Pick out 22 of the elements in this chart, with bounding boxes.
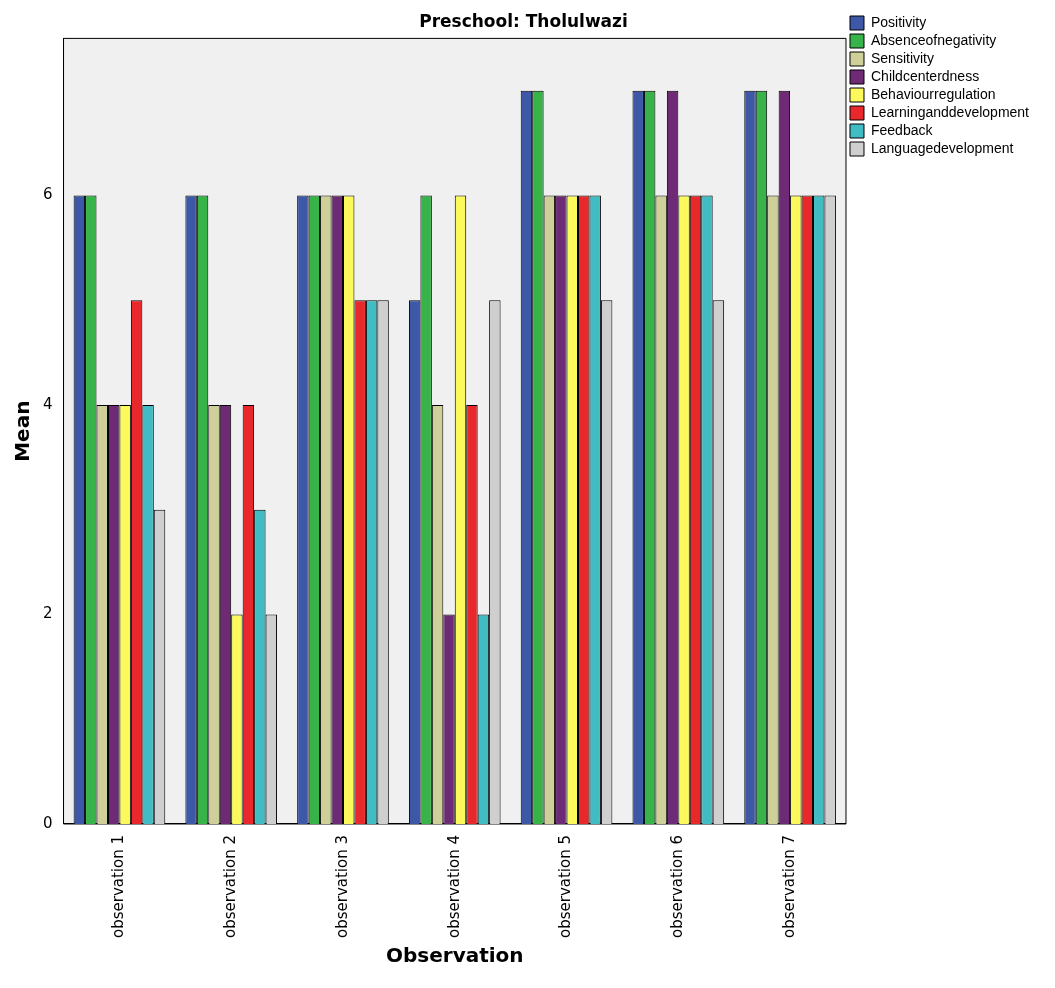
- chart-title: Preschool: Tholulwazi: [419, 10, 628, 31]
- x-tick-label: observation 2: [221, 834, 240, 939]
- x-tick-label: observation 7: [779, 834, 798, 939]
- x-tick-label: observation 5: [556, 834, 575, 939]
- x-tick-label: observation 4: [444, 834, 463, 939]
- y-tick-label: 6: [43, 185, 53, 204]
- legend-label: Behaviourregulation: [870, 85, 996, 102]
- y-tick-label: 0: [43, 813, 53, 832]
- y-tick-label: 2: [43, 604, 53, 623]
- y-tick-label: 4: [43, 394, 53, 413]
- x-tick-label: observation 3: [332, 834, 351, 939]
- y-axis-title: Mean: [10, 400, 35, 462]
- legend-label: Positivity: [870, 13, 927, 30]
- x-tick-label: observation 1: [109, 834, 128, 939]
- legend-label: Learninganddevelopment: [870, 103, 1030, 120]
- legend-label: Sensitivity: [870, 49, 935, 66]
- legend-label: Absenceofnegativity: [870, 31, 997, 48]
- legend-label: Languagedevelopment: [870, 139, 1014, 156]
- legend-label: Childcenterdness: [870, 67, 980, 84]
- x-tick-label: observation 6: [668, 834, 687, 939]
- legend-label: Feedback: [870, 121, 934, 138]
- x-axis-title: Observation: [385, 943, 524, 968]
